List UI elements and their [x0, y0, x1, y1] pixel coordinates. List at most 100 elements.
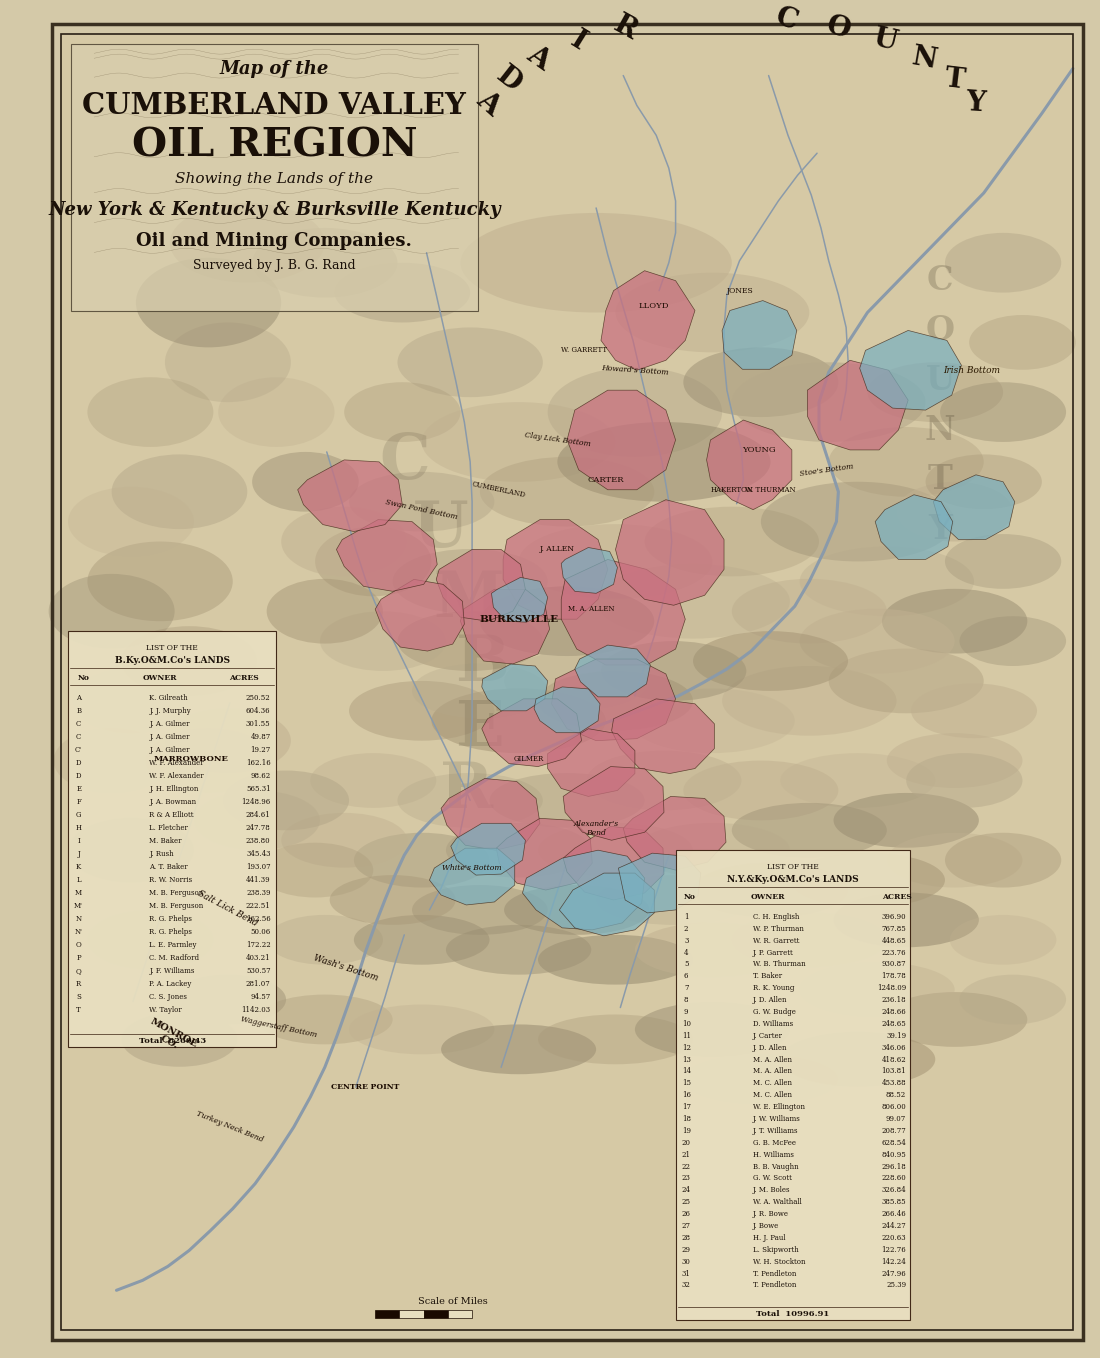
Text: Total  8260.43: Total 8260.43: [139, 1038, 206, 1046]
Polygon shape: [933, 475, 1014, 539]
Ellipse shape: [349, 1005, 494, 1054]
Ellipse shape: [887, 832, 1023, 888]
Ellipse shape: [111, 455, 248, 530]
Ellipse shape: [945, 832, 1062, 888]
Ellipse shape: [538, 823, 693, 877]
Text: OWNER: OWNER: [143, 674, 177, 682]
Text: 16: 16: [682, 1092, 691, 1099]
Text: 208.77: 208.77: [881, 1127, 906, 1135]
Ellipse shape: [169, 202, 324, 282]
Text: T: T: [76, 1006, 81, 1014]
Ellipse shape: [586, 751, 741, 811]
Ellipse shape: [169, 975, 286, 1024]
Ellipse shape: [925, 455, 1042, 509]
Text: R. W. Norris: R. W. Norris: [150, 876, 192, 884]
Ellipse shape: [518, 524, 713, 599]
Text: A. T. Baker: A. T. Baker: [150, 864, 188, 870]
Text: M. B. Ferguson: M. B. Ferguson: [150, 889, 204, 898]
Text: K. Gilreath: K. Gilreath: [150, 694, 188, 702]
Text: M. C. Allen: M. C. Allen: [754, 1092, 792, 1099]
Text: B: B: [454, 633, 508, 694]
Ellipse shape: [732, 803, 887, 858]
Text: 11: 11: [682, 1032, 691, 1040]
Ellipse shape: [48, 574, 175, 649]
Text: J. D. Allen: J. D. Allen: [754, 1044, 788, 1051]
Text: 266.46: 266.46: [881, 1210, 906, 1218]
Polygon shape: [496, 819, 592, 889]
Text: W. H. Stockton: W. H. Stockton: [754, 1258, 805, 1266]
Text: 223.76: 223.76: [881, 949, 906, 956]
Text: 88.52: 88.52: [886, 1092, 906, 1099]
Text: Stoe's Bottom: Stoe's Bottom: [800, 462, 855, 478]
Text: 25: 25: [682, 1198, 691, 1206]
Text: B: B: [76, 708, 81, 714]
Ellipse shape: [896, 482, 1013, 542]
Text: H. J. Paul: H. J. Paul: [754, 1234, 785, 1241]
Ellipse shape: [490, 773, 645, 828]
Text: W. E. Ellington: W. E. Ellington: [754, 1103, 805, 1111]
Text: 32: 32: [682, 1282, 691, 1290]
Text: M. Baker: M. Baker: [150, 837, 182, 845]
Ellipse shape: [252, 228, 397, 297]
Text: M: M: [433, 569, 504, 630]
Text: L. Fletcher: L. Fletcher: [150, 824, 188, 832]
Text: W. F. Alexander: W. F. Alexander: [150, 771, 204, 779]
Text: 930.87: 930.87: [881, 960, 906, 968]
Polygon shape: [461, 589, 550, 664]
Text: F: F: [76, 799, 81, 807]
Text: 19.27: 19.27: [251, 746, 271, 754]
Text: R: R: [440, 760, 493, 822]
Bar: [448, 1310, 472, 1319]
Text: T. Pendleton: T. Pendleton: [754, 1270, 796, 1278]
Ellipse shape: [68, 486, 194, 557]
Ellipse shape: [165, 322, 290, 402]
Text: LIST OF THE: LIST OF THE: [146, 644, 198, 652]
Text: W. Taylor: W. Taylor: [150, 1006, 183, 1014]
Text: N': N': [75, 929, 82, 936]
Text: 31: 31: [682, 1270, 691, 1278]
Ellipse shape: [693, 862, 848, 918]
Text: J. R. Bowe: J. R. Bowe: [754, 1210, 789, 1218]
Bar: [68, 631, 276, 1047]
Ellipse shape: [828, 649, 983, 713]
Text: 345.43: 345.43: [246, 850, 271, 858]
Text: J. M. Boles: J. M. Boles: [754, 1187, 791, 1194]
Ellipse shape: [87, 378, 213, 447]
Ellipse shape: [282, 813, 407, 868]
Polygon shape: [535, 687, 600, 733]
Ellipse shape: [334, 262, 470, 322]
Ellipse shape: [635, 1002, 790, 1057]
Text: Oil and Mining Companies.: Oil and Mining Companies.: [136, 232, 412, 250]
Ellipse shape: [349, 471, 494, 531]
Ellipse shape: [257, 843, 373, 898]
Text: J: J: [77, 850, 80, 858]
Polygon shape: [492, 577, 548, 622]
Text: N: N: [910, 43, 939, 73]
Text: M. B. Ferguson: M. B. Ferguson: [150, 902, 204, 910]
Text: No: No: [78, 674, 89, 682]
Ellipse shape: [480, 587, 654, 656]
Text: 767.85: 767.85: [881, 925, 906, 933]
Polygon shape: [451, 823, 526, 875]
Text: I: I: [77, 837, 80, 845]
Text: 453.88: 453.88: [881, 1080, 906, 1088]
Text: R. G. Phelps: R. G. Phelps: [150, 915, 192, 923]
Ellipse shape: [257, 994, 393, 1044]
Polygon shape: [568, 390, 675, 490]
Text: R. K. Young: R. K. Young: [754, 985, 794, 993]
Text: OWNER: OWNER: [750, 894, 785, 900]
Text: 15: 15: [682, 1080, 691, 1088]
Ellipse shape: [722, 665, 896, 736]
Text: 50.06: 50.06: [251, 929, 271, 936]
Text: R: R: [76, 980, 81, 989]
Ellipse shape: [344, 382, 461, 441]
Text: MARROWBONE: MARROWBONE: [154, 755, 229, 763]
Text: 840.95: 840.95: [881, 1150, 906, 1158]
Ellipse shape: [882, 993, 1027, 1047]
Text: YOUNG: YOUNG: [742, 445, 775, 454]
Text: ACRES: ACRES: [881, 894, 912, 900]
Text: 26: 26: [682, 1210, 691, 1218]
Ellipse shape: [354, 832, 490, 888]
Text: 3: 3: [684, 937, 689, 945]
Text: M. A. Allen: M. A. Allen: [754, 1067, 792, 1076]
